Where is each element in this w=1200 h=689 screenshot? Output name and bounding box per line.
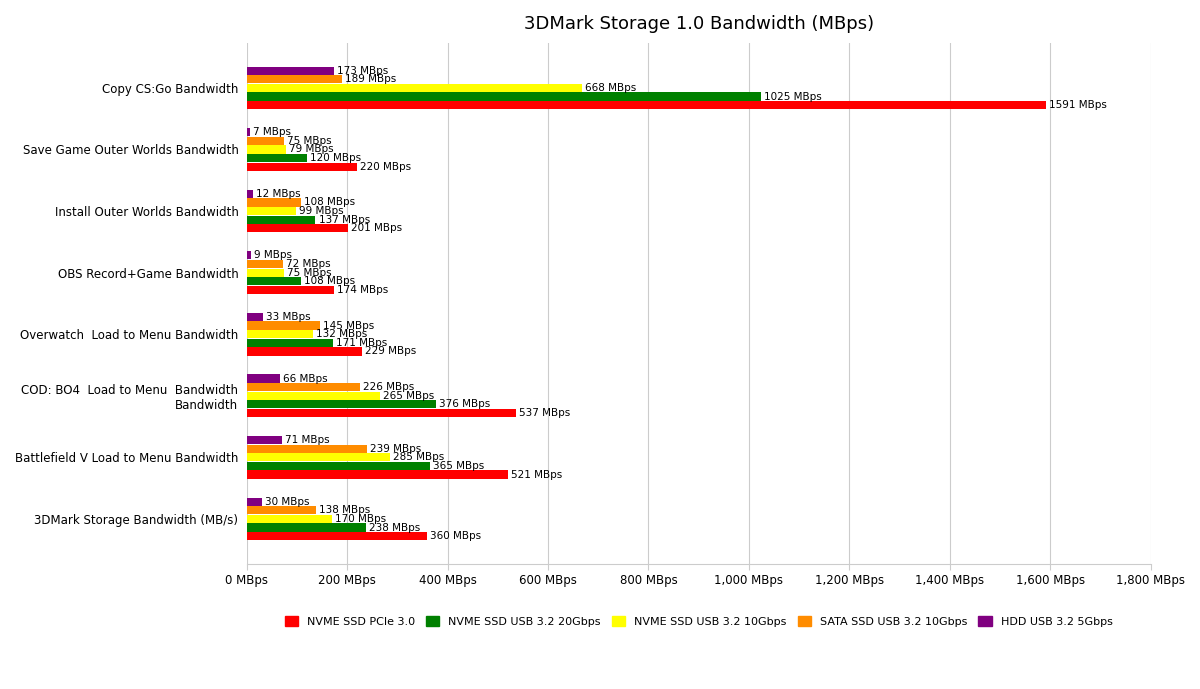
Bar bbox=[247, 277, 301, 285]
Bar bbox=[247, 198, 301, 207]
Bar bbox=[247, 409, 516, 417]
Bar bbox=[247, 471, 509, 479]
Text: 239 MBps: 239 MBps bbox=[370, 444, 421, 454]
Bar bbox=[247, 154, 307, 162]
Bar bbox=[247, 524, 366, 532]
Bar bbox=[247, 189, 253, 198]
Bar bbox=[247, 383, 360, 391]
Bar bbox=[247, 251, 251, 260]
Text: 7 MBps: 7 MBps bbox=[253, 127, 292, 137]
Text: 189 MBps: 189 MBps bbox=[344, 74, 396, 84]
Bar bbox=[247, 92, 761, 101]
Bar bbox=[247, 532, 427, 540]
Text: 537 MBps: 537 MBps bbox=[520, 408, 571, 418]
Text: 108 MBps: 108 MBps bbox=[304, 198, 355, 207]
Bar bbox=[247, 145, 287, 154]
Text: 79 MBps: 79 MBps bbox=[289, 145, 334, 154]
Bar bbox=[247, 286, 334, 294]
Text: 120 MBps: 120 MBps bbox=[310, 153, 361, 163]
Text: 285 MBps: 285 MBps bbox=[392, 453, 444, 462]
Bar bbox=[247, 216, 316, 224]
Text: 376 MBps: 376 MBps bbox=[438, 400, 490, 409]
Bar bbox=[247, 347, 361, 356]
Text: 521 MBps: 521 MBps bbox=[511, 470, 563, 480]
Bar bbox=[247, 207, 296, 215]
Text: 229 MBps: 229 MBps bbox=[365, 347, 416, 356]
Text: 30 MBps: 30 MBps bbox=[265, 497, 310, 506]
Text: 99 MBps: 99 MBps bbox=[300, 206, 344, 216]
Bar bbox=[247, 322, 319, 329]
Text: 668 MBps: 668 MBps bbox=[586, 83, 636, 93]
Bar bbox=[247, 400, 436, 409]
Text: 1025 MBps: 1025 MBps bbox=[764, 92, 822, 101]
Bar bbox=[247, 330, 313, 338]
Bar bbox=[247, 453, 390, 462]
Text: 75 MBps: 75 MBps bbox=[287, 136, 332, 146]
Text: 66 MBps: 66 MBps bbox=[283, 373, 328, 384]
Text: 9 MBps: 9 MBps bbox=[254, 250, 293, 260]
Text: 360 MBps: 360 MBps bbox=[431, 531, 481, 541]
Text: 33 MBps: 33 MBps bbox=[266, 312, 311, 322]
Legend: NVME SSD PCIe 3.0, NVME SSD USB 3.2 20Gbps, NVME SSD USB 3.2 10Gbps, SATA SSD US: NVME SSD PCIe 3.0, NVME SSD USB 3.2 20Gb… bbox=[281, 612, 1117, 631]
Text: 138 MBps: 138 MBps bbox=[319, 505, 371, 515]
Bar bbox=[247, 515, 332, 523]
Bar bbox=[247, 67, 334, 75]
Bar bbox=[247, 137, 284, 145]
Bar bbox=[247, 75, 342, 83]
Bar bbox=[247, 128, 251, 136]
Text: 71 MBps: 71 MBps bbox=[286, 435, 330, 445]
Bar bbox=[247, 101, 1045, 110]
Bar bbox=[247, 224, 348, 232]
Text: 145 MBps: 145 MBps bbox=[323, 320, 373, 331]
Text: 220 MBps: 220 MBps bbox=[360, 162, 412, 172]
Text: 72 MBps: 72 MBps bbox=[286, 259, 330, 269]
Bar bbox=[247, 339, 332, 347]
Text: 171 MBps: 171 MBps bbox=[336, 338, 386, 348]
Text: 12 MBps: 12 MBps bbox=[256, 189, 300, 199]
Text: 226 MBps: 226 MBps bbox=[364, 382, 414, 392]
Bar bbox=[247, 269, 284, 277]
Bar bbox=[247, 506, 316, 515]
Text: 265 MBps: 265 MBps bbox=[383, 391, 434, 401]
Bar bbox=[247, 462, 430, 470]
Bar bbox=[247, 374, 280, 382]
Text: 75 MBps: 75 MBps bbox=[287, 267, 332, 278]
Text: 238 MBps: 238 MBps bbox=[370, 522, 420, 533]
Text: 365 MBps: 365 MBps bbox=[433, 461, 485, 471]
Title: 3DMark Storage 1.0 Bandwidth (MBps): 3DMark Storage 1.0 Bandwidth (MBps) bbox=[523, 15, 874, 33]
Text: 1591 MBps: 1591 MBps bbox=[1049, 100, 1106, 110]
Text: 132 MBps: 132 MBps bbox=[316, 329, 367, 339]
Text: 137 MBps: 137 MBps bbox=[318, 215, 370, 225]
Text: 170 MBps: 170 MBps bbox=[335, 514, 386, 524]
Bar bbox=[247, 391, 379, 400]
Bar bbox=[247, 260, 283, 268]
Bar bbox=[247, 163, 358, 171]
Text: 201 MBps: 201 MBps bbox=[350, 223, 402, 234]
Bar bbox=[247, 313, 263, 321]
Bar bbox=[247, 436, 282, 444]
Text: 174 MBps: 174 MBps bbox=[337, 285, 389, 295]
Text: 108 MBps: 108 MBps bbox=[304, 276, 355, 286]
Bar bbox=[247, 497, 262, 506]
Text: 173 MBps: 173 MBps bbox=[336, 65, 388, 76]
Bar bbox=[247, 444, 367, 453]
Bar bbox=[247, 84, 582, 92]
